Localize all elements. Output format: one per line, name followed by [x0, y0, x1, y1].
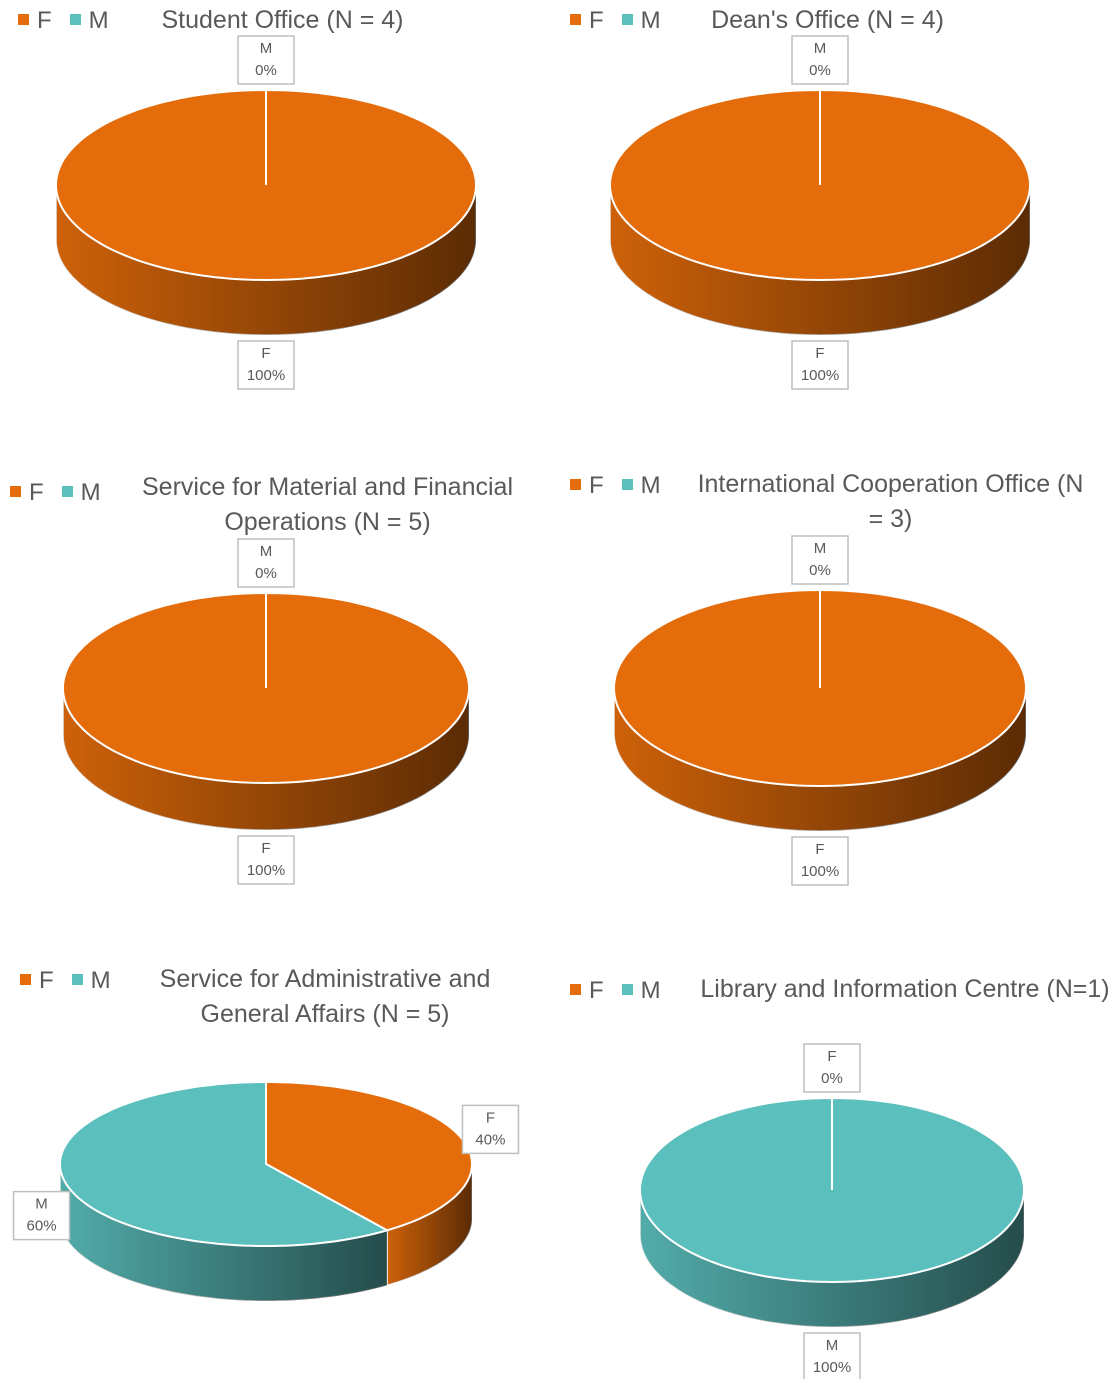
legend-swatch [621, 984, 633, 996]
data-label: 40% [475, 1131, 505, 1148]
label-box [237, 538, 295, 588]
legend-item: M [621, 472, 661, 499]
label-category: M [260, 543, 273, 560]
legend-label: F [39, 967, 54, 994]
legend-item: M [69, 7, 109, 34]
legend-item: M [621, 977, 661, 1004]
label-box [12, 1190, 71, 1241]
data-label: 0% [255, 565, 277, 582]
label-box [791, 35, 849, 85]
label-box [791, 836, 849, 886]
side-shade [614, 688, 1026, 831]
chart-title: Student Office (N = 4) [161, 6, 404, 34]
pie-slice [58, 1081, 390, 1247]
side-shade [63, 688, 469, 830]
legend-swatch [570, 984, 581, 996]
label-box [791, 535, 849, 585]
label-category: M [814, 540, 827, 557]
data-label: 0% [255, 62, 277, 79]
side-shade [60, 1164, 388, 1301]
data-label: 0% [809, 62, 831, 79]
data-label: 100% [247, 862, 285, 879]
legend-label: F [589, 472, 604, 499]
label-category: M [35, 1196, 48, 1213]
legend-swatch [570, 479, 581, 491]
side-shade [640, 1190, 1024, 1327]
legend-item: F [570, 472, 604, 499]
chart-title: Library and Information Centre (N=1) [700, 975, 1110, 1003]
data-label: 100% [801, 367, 839, 384]
legend-item: M [71, 967, 111, 994]
legend-swatch [570, 14, 581, 26]
label-category: M [260, 40, 273, 57]
label-box [803, 1332, 861, 1379]
legend-label: M [640, 472, 661, 499]
pie-slice [638, 1096, 1026, 1284]
legend-swatch [621, 14, 633, 26]
legend-item: M [621, 7, 661, 34]
label-category: F [261, 840, 270, 857]
chart-title: Service for Administrative and General A… [159, 965, 491, 1028]
legend-label: F [37, 7, 52, 34]
label-category: F [261, 345, 270, 362]
data-label: 0% [821, 1070, 843, 1087]
legend-swatch [69, 14, 81, 26]
chart-title: Dean's Office (N = 4) [711, 6, 944, 34]
data-label: 0% [809, 562, 831, 579]
data-label: 100% [247, 367, 285, 384]
side-shade [56, 185, 476, 335]
chart-title: International Cooperation Office (N = 3) [697, 470, 1084, 533]
label-box [237, 835, 295, 885]
label-category: F [815, 345, 824, 362]
label-category: M [814, 40, 827, 57]
label-box [237, 35, 295, 85]
legend-label: F [589, 977, 604, 1004]
legend-label: M [640, 977, 661, 1004]
side-shade [610, 185, 1030, 335]
label-category: F [815, 841, 824, 858]
legend-item: F [570, 977, 604, 1004]
legend-item: F [20, 967, 54, 994]
label-category: M [826, 1337, 839, 1354]
legend-label: M [640, 7, 661, 34]
legend-label: F [29, 479, 44, 506]
chart-title: Service for Material and Financial Opera… [142, 473, 513, 536]
data-label: 60% [27, 1218, 57, 1235]
side-shade [387, 1164, 472, 1286]
legend-label: M [88, 7, 109, 34]
legend-item: F [18, 7, 52, 34]
label-box [461, 1104, 520, 1155]
legend-label: M [90, 967, 111, 994]
data-label: 100% [813, 1359, 851, 1376]
legend-item: M [61, 479, 101, 506]
label-category: F [827, 1048, 836, 1065]
legend-item: F [10, 479, 44, 506]
legend-swatch [621, 479, 633, 491]
label-category: F [486, 1109, 495, 1126]
data-label: 100% [801, 863, 839, 880]
label-box [237, 340, 295, 390]
label-box [791, 340, 849, 390]
legend-label: F [589, 7, 604, 34]
legend-swatch [71, 974, 83, 986]
label-box [803, 1043, 861, 1093]
legend-item: F [570, 7, 604, 34]
legend-swatch [10, 486, 21, 498]
legend-label: M [80, 479, 101, 506]
legend-swatch [18, 14, 29, 26]
legend-swatch [61, 486, 73, 498]
legend-swatch [20, 974, 31, 986]
